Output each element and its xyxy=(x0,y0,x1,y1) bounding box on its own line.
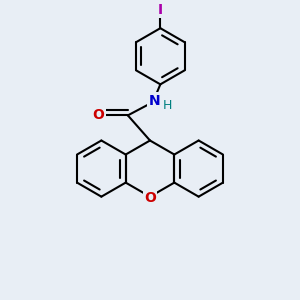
Text: I: I xyxy=(158,3,163,17)
Text: O: O xyxy=(92,108,104,122)
Text: H: H xyxy=(163,98,172,112)
Text: N: N xyxy=(148,94,160,108)
Text: O: O xyxy=(144,191,156,205)
